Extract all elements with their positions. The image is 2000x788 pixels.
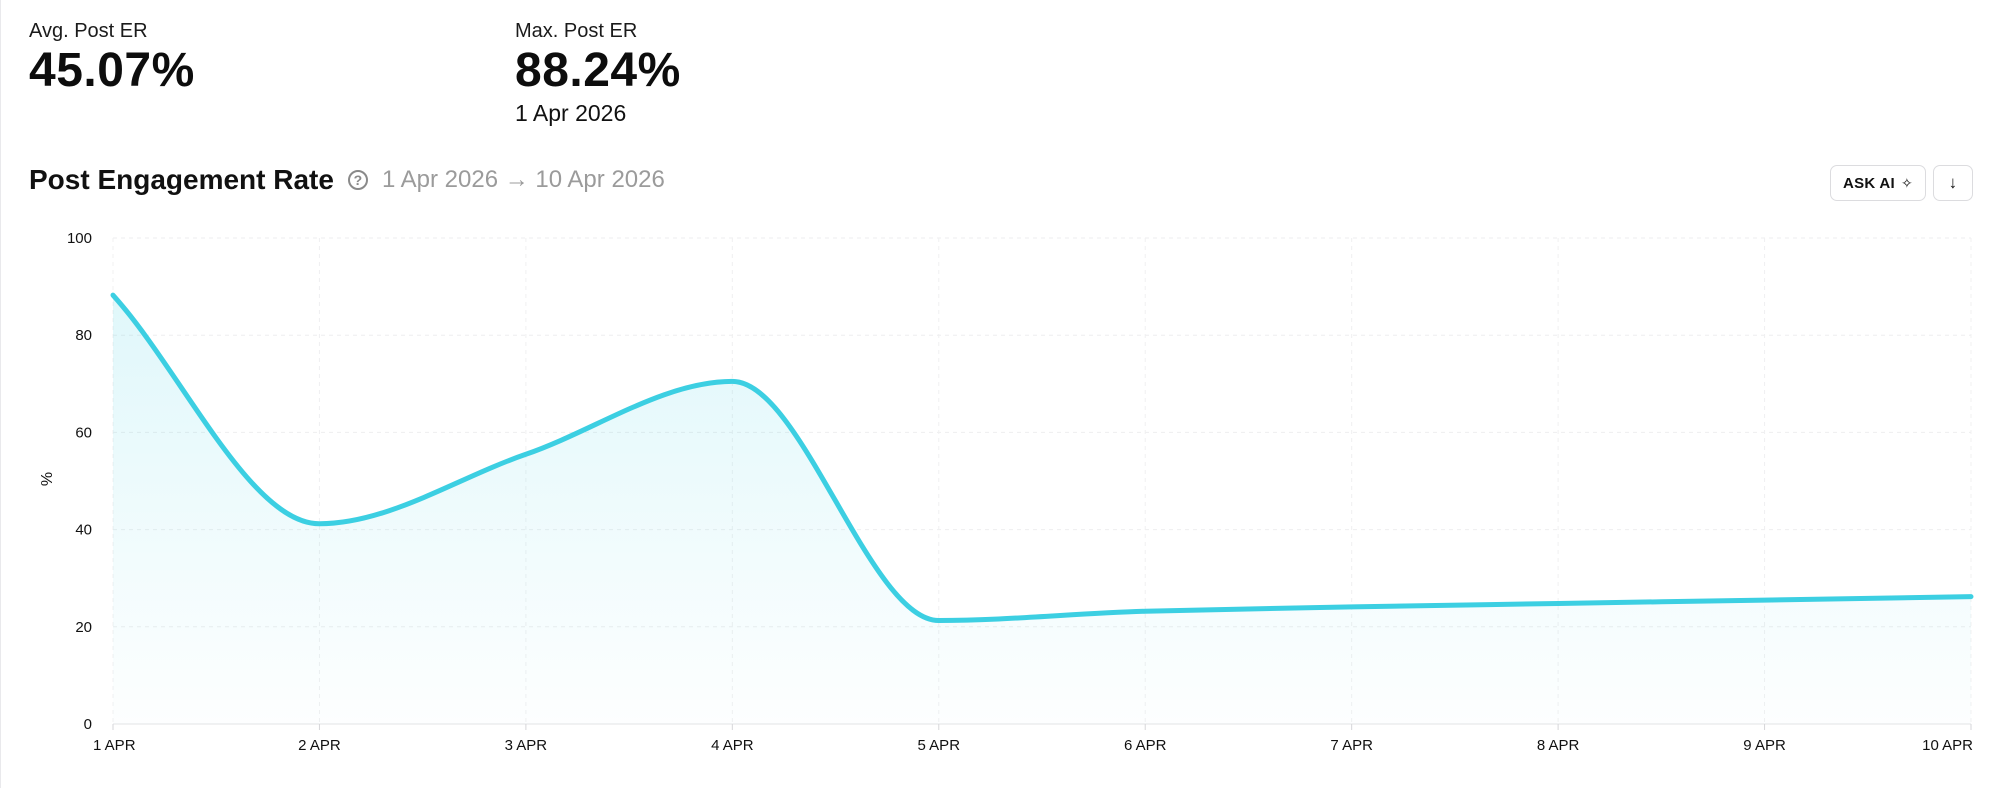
y-tick-label: 60 [75, 424, 92, 441]
x-tick-label: 1 APR [93, 737, 136, 754]
y-tick-label: 40 [75, 522, 92, 539]
y-tick-label: 80 [75, 327, 92, 344]
max-post-er-label: Max. Post ER [515, 20, 638, 42]
x-tick-label: 8 APR [1537, 737, 1580, 754]
question-circle-icon[interactable]: ? [347, 170, 368, 190]
x-tick-label: 6 APR [1124, 737, 1167, 754]
avg-post-er-stat: Avg. Post ER 45.07% [29, 19, 195, 99]
y-tick-label: 100 [67, 230, 92, 247]
ask-ai-button[interactable]: ASK AI ✧ [1830, 165, 1926, 201]
download-button[interactable]: ↓ [1933, 165, 1973, 201]
max-post-er-date: 1 Apr 2026 [515, 100, 627, 126]
chart-header: Post Engagement Rate ? 1 Apr 2026 → 10 A… [29, 160, 665, 200]
y-tick-label: 20 [75, 619, 92, 636]
x-tick-label: 10 APR [1922, 737, 1973, 754]
y-tick-label: 0 [84, 716, 92, 733]
series-line [110, 292, 1974, 623]
max-post-er-stat: Max. Post ER 88.24% 1 Apr 2026 [515, 19, 681, 127]
y-axis: 0 20 40 60 80 100 [67, 230, 92, 733]
x-axis: 1 APR 2 APR 3 APR 4 APR 5 APR 6 APR 7 APR 8 APR… [93, 724, 1973, 754]
x-tick-label: 5 APR [918, 737, 961, 754]
arrow-down-icon: ↓ [1948, 173, 1958, 192]
ask-ai-label: ASK AI [1842, 174, 1896, 192]
y-axis-label: % [39, 472, 56, 486]
x-tick-label: 4 APR [711, 737, 754, 754]
sparkle-icon: ✧ [1901, 174, 1914, 191]
x-tick-label: 3 APR [505, 737, 548, 754]
avg-post-er-label: Avg. Post ER [29, 20, 148, 42]
chart-title: Post Engagement Rate [29, 164, 334, 195]
x-tick-label: 2 APR [298, 737, 341, 754]
max-post-er-value: 88.24% [515, 44, 681, 97]
series-area [113, 295, 1971, 724]
x-tick-label: 9 APR [1743, 737, 1786, 754]
avg-post-er-value: 45.07% [29, 44, 195, 97]
date-range: 1 Apr 2026 → 10 Apr 2026 [381, 166, 665, 193]
frame-border [0, 0, 1, 788]
x-tick-label: 7 APR [1330, 737, 1373, 754]
